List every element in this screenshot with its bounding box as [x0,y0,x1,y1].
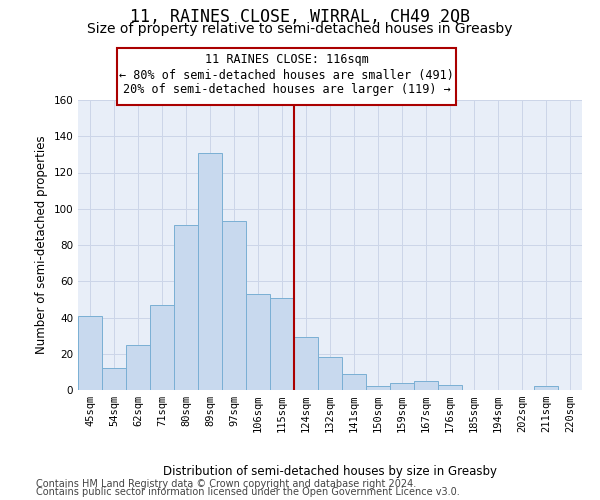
Text: 20% of semi-detached houses are larger (119) →: 20% of semi-detached houses are larger (… [122,84,451,96]
Bar [294,338,318,390]
Bar [246,294,270,390]
Y-axis label: Number of semi-detached properties: Number of semi-detached properties [35,136,48,354]
Bar [78,316,102,390]
Bar [318,358,342,390]
Bar [366,386,390,390]
Bar [126,344,150,390]
Bar [222,222,246,390]
Bar [414,381,438,390]
Text: ← 80% of semi-detached houses are smaller (491): ← 80% of semi-detached houses are smalle… [119,68,454,82]
Text: Contains HM Land Registry data © Crown copyright and database right 2024.: Contains HM Land Registry data © Crown c… [36,479,416,489]
Bar [102,368,126,390]
Bar [198,152,222,390]
Bar [342,374,366,390]
Bar [150,305,174,390]
Text: Contains public sector information licensed under the Open Government Licence v3: Contains public sector information licen… [36,487,460,497]
Bar [534,386,558,390]
Text: Size of property relative to semi-detached houses in Greasby: Size of property relative to semi-detach… [87,22,513,36]
Text: Distribution of semi-detached houses by size in Greasby: Distribution of semi-detached houses by … [163,464,497,477]
Bar [270,298,294,390]
Bar [438,384,462,390]
Text: 11 RAINES CLOSE: 116sqm: 11 RAINES CLOSE: 116sqm [205,54,368,66]
Bar [390,383,414,390]
Text: 11, RAINES CLOSE, WIRRAL, CH49 2QB: 11, RAINES CLOSE, WIRRAL, CH49 2QB [130,8,470,26]
Bar [174,225,198,390]
